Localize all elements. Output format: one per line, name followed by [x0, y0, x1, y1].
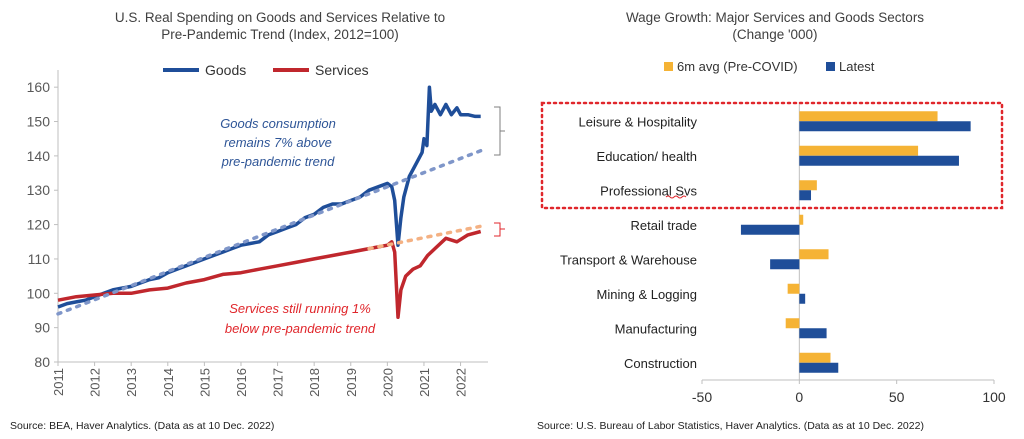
legend-label-goods: Goods: [205, 62, 246, 78]
category-label: Construction: [624, 356, 697, 371]
bar-latest: [799, 121, 971, 132]
left-y-tick-label: 140: [27, 148, 51, 164]
left-y-tick-label: 150: [27, 114, 51, 130]
category-label: Professional Svs: [600, 183, 697, 198]
goods-annotation-line: pre-pandemic trend: [221, 154, 335, 169]
category-label: Mining & Logging: [597, 287, 697, 302]
left-x-tick-label: 2013: [124, 368, 139, 397]
left-y-tick-label: 130: [27, 182, 51, 198]
category-label: Manufacturing: [615, 321, 697, 336]
category-label: Transport & Warehouse: [560, 252, 697, 267]
left-x-tick-label: 2012: [88, 368, 103, 397]
category-label: Leisure & Hospitality: [579, 114, 698, 129]
services-annotation-line: below pre-pandemic trend: [225, 321, 376, 336]
right-x-tick-label: 0: [795, 389, 803, 405]
legend-swatch-latest: [826, 62, 835, 71]
bar-pre-covid: [787, 283, 800, 294]
bar-latest: [799, 293, 806, 304]
left-x-tick-label: 2014: [161, 368, 176, 397]
bar-pre-covid: [799, 249, 829, 260]
bar-pre-covid: [785, 318, 800, 329]
right-title-line2: (Change '000): [732, 27, 818, 42]
bar-latest: [799, 328, 827, 339]
right-chart-title: Wage Growth: Major Services and Goods Se…: [560, 9, 990, 43]
category-label: Retail trade: [631, 218, 697, 233]
legend-label-services: Services: [315, 62, 369, 78]
left-y-tick-label: 90: [34, 320, 50, 336]
left-y-tick-label: 100: [27, 285, 51, 301]
left-x-tick-label: 2019: [344, 368, 359, 397]
left-y-tick-label: 110: [28, 251, 51, 267]
bar-pre-covid: [799, 352, 831, 363]
bar-latest: [799, 155, 959, 166]
left-x-tick-label: 2017: [271, 368, 286, 397]
trend-line-3: [367, 224, 483, 251]
legend-swatch-pre-covid: [664, 62, 673, 71]
right-title-line1: Wage Growth: Major Services and Goods Se…: [625, 10, 925, 25]
spellcheck-underline: [665, 195, 687, 199]
bar-pre-covid: [799, 145, 919, 156]
legend-label-latest: Latest: [839, 59, 875, 74]
bar-pre-covid: [799, 214, 804, 225]
bar-latest: [799, 190, 812, 201]
highlight-box: [540, 101, 1004, 210]
left-y-tick-label: 160: [27, 79, 51, 95]
bar-latest: [770, 259, 800, 270]
bar-pre-covid: [799, 180, 817, 191]
left-x-tick-label: 2018: [307, 368, 322, 397]
right-x-tick-label: -50: [692, 389, 712, 405]
right-x-tick-label: 50: [889, 389, 905, 405]
category-label: Education/ health: [597, 149, 697, 164]
bar-latest: [740, 224, 800, 235]
goods-annotation-line: remains 7% above: [224, 135, 332, 150]
services-annotation-line: Services still running 1%: [229, 301, 371, 316]
left-chart-title: U.S. Real Spending on Goods and Services…: [60, 9, 500, 43]
goods-annotation-line: Goods consumption: [220, 116, 336, 131]
left-x-tick-label: 2022: [454, 368, 469, 397]
series-line-services: [57, 229, 482, 320]
left-x-tick-label: 2015: [197, 368, 212, 397]
left-title-line1: U.S. Real Spending on Goods and Services…: [114, 10, 446, 25]
left-x-tick-label: 2020: [380, 368, 395, 397]
bar-latest: [799, 362, 839, 373]
left-y-tick-label: 80: [34, 354, 50, 370]
left-x-tick-label: 2011: [51, 368, 66, 396]
right-source: Source: U.S. Bureau of Labor Statistics,…: [537, 420, 924, 432]
left-title-line2: Pre-Pandemic Trend (Index, 2012=100): [161, 27, 399, 42]
bar-pre-covid: [799, 111, 938, 122]
left-x-tick-label: 2016: [234, 368, 249, 397]
left-x-tick-label: 2021: [417, 368, 432, 397]
right-x-tick-label: 100: [982, 389, 1006, 405]
goods-bracket: [494, 106, 505, 156]
left-y-tick-label: 120: [27, 217, 51, 233]
services-bracket: [494, 222, 505, 237]
left-source: Source: BEA, Haver Analytics. (Data as a…: [10, 420, 275, 432]
legend-label-pre-covid: 6m avg (Pre-COVID): [677, 59, 798, 74]
